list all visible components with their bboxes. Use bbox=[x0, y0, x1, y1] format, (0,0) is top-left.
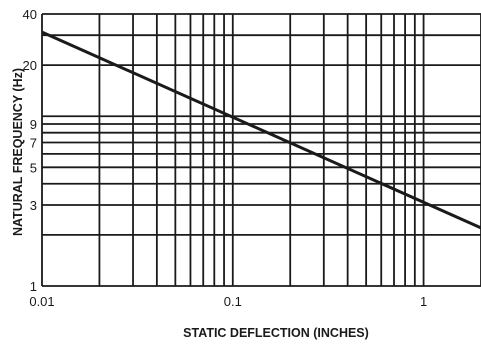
x-axis-label: STATIC DEFLECTION (INCHES) bbox=[183, 326, 369, 340]
y-tick-label: 20 bbox=[23, 58, 37, 73]
y-tick-label: 3 bbox=[30, 198, 37, 213]
y-tick-label: 5 bbox=[30, 160, 37, 175]
y-tick-label: 1 bbox=[30, 279, 37, 294]
y-axis-label: NATURAL FREQUENCY (Hz) bbox=[11, 68, 25, 236]
y-tick-label: 9 bbox=[30, 117, 37, 132]
y-tick-labels: 1 3 5 7 9 20 40 bbox=[23, 7, 37, 294]
series-line bbox=[41, 30, 481, 230]
x-tick-label: 1 bbox=[420, 294, 427, 309]
grid bbox=[41, 13, 481, 287]
x-tick-label: 0.01 bbox=[29, 294, 54, 309]
series-layer bbox=[41, 30, 481, 230]
x-tick-labels: 0.01 0.1 1 bbox=[29, 294, 427, 309]
y-tick-label: 7 bbox=[30, 136, 37, 151]
y-tick-label: 40 bbox=[23, 7, 37, 22]
x-tick-label: 0.1 bbox=[224, 294, 242, 309]
